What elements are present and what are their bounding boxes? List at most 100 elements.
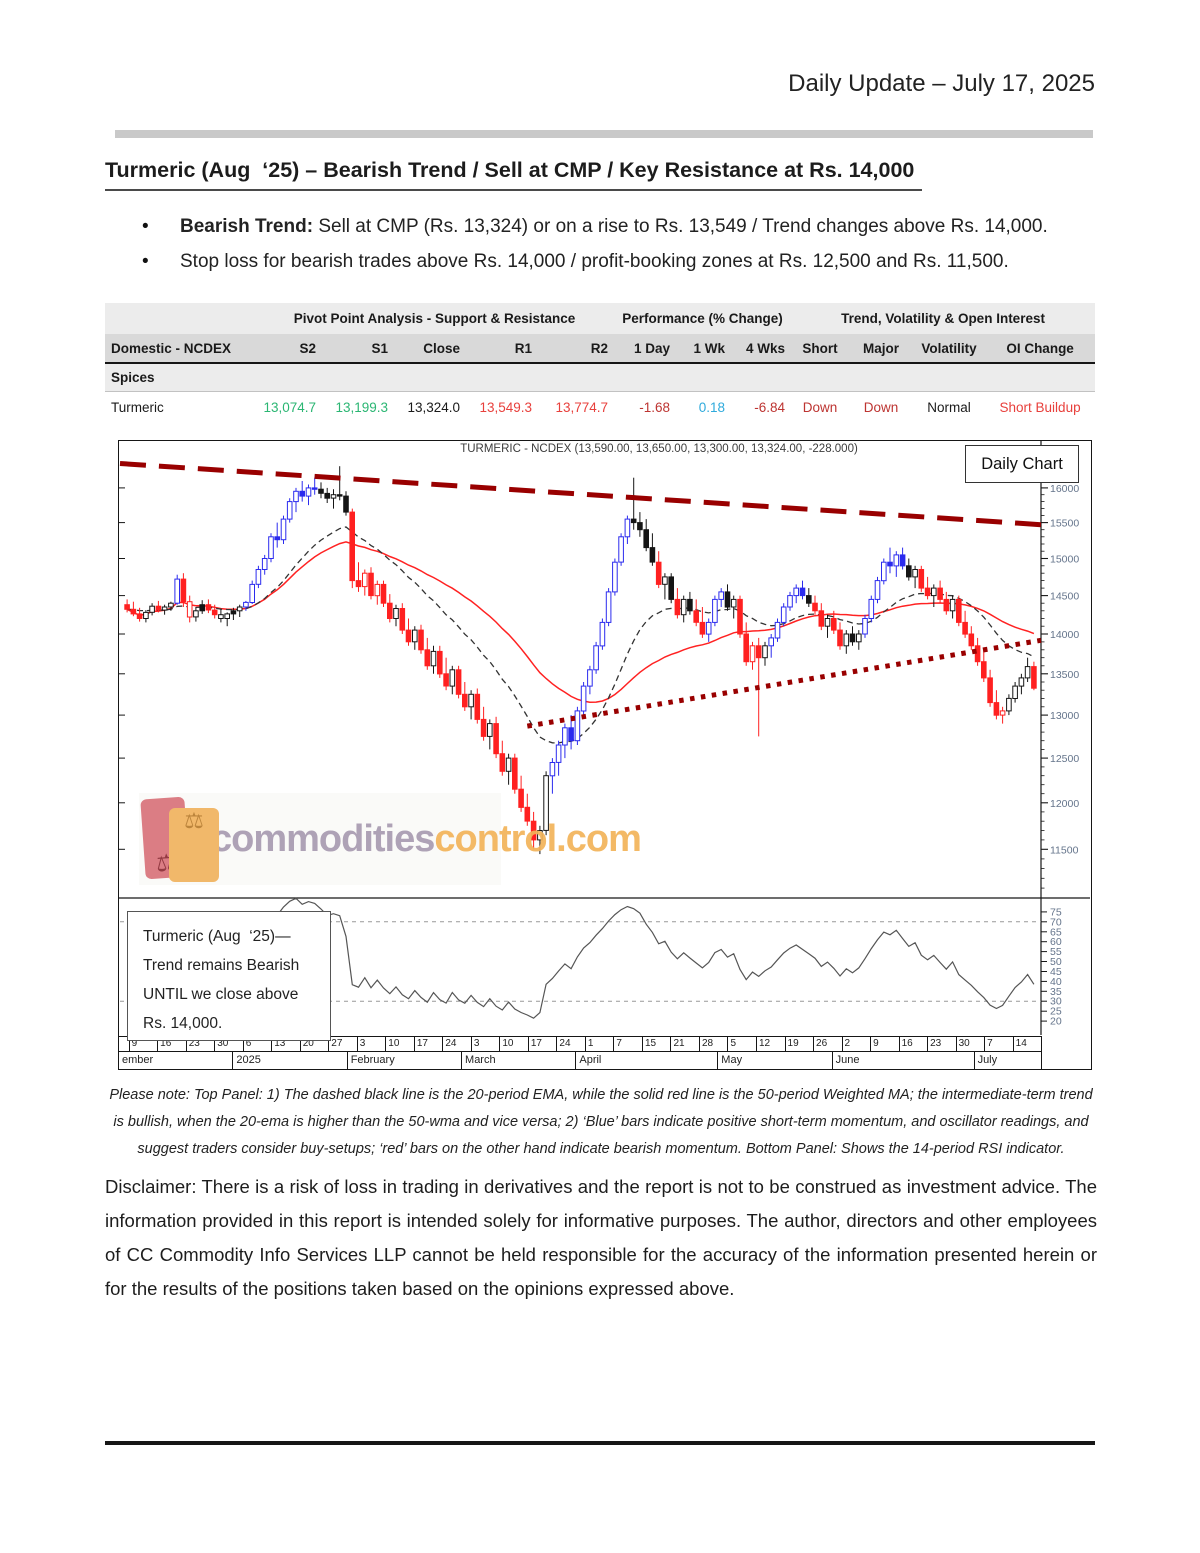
cell-4wks: -6.84: [731, 391, 792, 423]
x-axis-day-tick: 10: [385, 1037, 414, 1052]
bullet-item: Stop loss for bearish trades above Rs. 1…: [140, 251, 1100, 273]
svg-text:15500: 15500: [1050, 518, 1079, 530]
col-header-4wks: 4 Wks: [731, 334, 792, 364]
annotation-line: Trend remains Bearish: [143, 957, 300, 974]
cell-volatility: Normal: [913, 391, 986, 423]
x-axis-day-tick: 14: [1012, 1037, 1042, 1052]
svg-text:12000: 12000: [1050, 798, 1079, 810]
x-axis-strip: 9 16 23 30 6 13 20 27 3 10 17 24 3 10 17 24 1 7 15 21 28 5 12 1…: [119, 1036, 1042, 1069]
annotation-line: Turmeric (Aug ‘25)—: [143, 928, 291, 945]
svg-text:14000: 14000: [1050, 629, 1079, 641]
header-divider: [115, 130, 1093, 138]
x-axis-day-tick: 23: [185, 1037, 215, 1052]
x-axis-day-tick: 30: [955, 1037, 985, 1052]
x-axis-month-label: July: [973, 1052, 1041, 1069]
cell-major-trend: Down: [849, 391, 914, 423]
col-header-short: Short: [791, 334, 850, 364]
group-header-spacer: [105, 303, 255, 334]
svg-text:55: 55: [1050, 946, 1062, 958]
x-axis-day-tick: 3: [356, 1037, 386, 1052]
bullet-item: Bearish Trend: Sell at CMP (Rs. 13,324) …: [140, 216, 1100, 238]
x-axis-day-tick: 30: [214, 1037, 243, 1052]
cell-1wk: 0.18: [676, 391, 732, 423]
table-column-header-row: Domestic - NCDEX S2 S1 Close R1 R2 1 Day…: [105, 334, 1096, 364]
svg-text:15000: 15000: [1050, 554, 1079, 566]
svg-text:14500: 14500: [1050, 591, 1079, 603]
x-axis-day-tick: 17: [527, 1037, 557, 1052]
table-section-row: Spices: [105, 363, 1096, 392]
col-header-volatility: Volatility: [913, 334, 986, 364]
svg-text:13000: 13000: [1050, 710, 1079, 722]
bullet-lead: Bearish Trend:: [180, 216, 314, 237]
x-axis-day-tick: 10: [499, 1037, 528, 1052]
svg-text:70: 70: [1050, 916, 1062, 928]
disclaimer-text: Disclaimer: There is a risk of loss in t…: [105, 1176, 1097, 1299]
x-axis-month-label: May: [717, 1052, 831, 1069]
cell-r1: 13,549.3: [466, 391, 538, 423]
group-header-pivot: Pivot Point Analysis - Support & Resista…: [255, 303, 615, 334]
bullet-text: Stop loss for bearish trades above Rs. 1…: [180, 251, 1009, 272]
x-axis-month-label: June: [831, 1052, 974, 1069]
x-axis-day-tick: 5: [727, 1037, 756, 1052]
table-group-header-row: Pivot Point Analysis - Support & Resista…: [105, 303, 1096, 334]
chart-annotation-box: Turmeric (Aug ‘25)— Trend remains Bearis…: [127, 911, 331, 1041]
col-header-r2: R2: [538, 334, 615, 364]
x-axis-day-tick: 7: [613, 1037, 642, 1052]
col-header-oichange: OI Change: [985, 334, 1096, 364]
cell-short-trend: Down: [791, 391, 850, 423]
x-axis-month-label: 2025: [232, 1052, 346, 1069]
svg-text:40: 40: [1050, 976, 1062, 988]
x-axis-month-label: February: [346, 1052, 461, 1069]
x-axis-day-tick: 27: [328, 1037, 357, 1052]
col-header-1wk: 1 Wk: [676, 334, 732, 364]
svg-text:16000: 16000: [1050, 483, 1079, 495]
report-date-header: Daily Update – July 17, 2025: [788, 70, 1095, 97]
annotation-line: Rs. 14,000.: [143, 1015, 223, 1032]
col-header-s1: S1: [322, 334, 394, 364]
bullet-text: Sell at CMP (Rs. 13,324) or on a rise to…: [313, 216, 1048, 237]
x-axis-day-tick: 26: [813, 1037, 842, 1052]
x-axis-day-tick: 13: [271, 1037, 300, 1052]
cell-s2: 13,074.7: [255, 391, 322, 423]
x-axis-day-tick: 23: [927, 1037, 956, 1052]
x-axis-day-tick: 15: [641, 1037, 671, 1052]
svg-text:30: 30: [1050, 996, 1062, 1008]
x-axis-day-tick: 1: [584, 1037, 614, 1052]
x-axis-day-tick: 2: [841, 1037, 871, 1052]
x-axis-day-tick: 21: [670, 1037, 699, 1052]
watermark: ⚖ ⚖ commoditiescontrol.com: [139, 793, 642, 885]
section-label: Spices: [105, 363, 1096, 392]
svg-text:13500: 13500: [1050, 669, 1079, 681]
cell-name: Turmeric: [105, 391, 255, 423]
cell-r2: 13,774.7: [538, 391, 615, 423]
svg-text:65: 65: [1050, 926, 1062, 938]
svg-text:60: 60: [1050, 936, 1062, 948]
svg-text:75: 75: [1050, 906, 1062, 918]
col-header-1day: 1 Day: [614, 334, 677, 364]
x-axis-day-tick: 7: [984, 1037, 1013, 1052]
x-axis-month-label: April: [575, 1052, 717, 1069]
x-axis-day-tick: 9: [128, 1037, 158, 1052]
x-axis-month-labels: ember 2025 February March April May June July: [119, 1051, 1041, 1069]
page-title: Turmeric (Aug ‘25) – Bearish Trend / Sel…: [105, 158, 923, 191]
daily-chart-badge: Daily Chart: [965, 445, 1079, 483]
cell-oi-change: Short Buildup: [985, 391, 1096, 423]
x-axis-day-tick: 9: [870, 1037, 899, 1052]
x-axis-day-tick: 12: [756, 1037, 785, 1052]
x-axis-day-tick: 3: [470, 1037, 500, 1052]
annotation-line: UNTIL we close above: [143, 986, 299, 1003]
cell-1day: -1.68: [614, 391, 677, 423]
daily-chart: 16000 15500 15000 14500 14000 13500 13000 12500…: [118, 440, 1092, 1070]
col-header-close: Close: [394, 334, 466, 364]
col-header-s2: S2: [255, 334, 322, 364]
svg-text:11500: 11500: [1050, 844, 1079, 856]
pivot-table: Pivot Point Analysis - Support & Resista…: [105, 303, 1096, 423]
scales-icon: ⚖: [169, 808, 219, 882]
watermark-logo: ⚖ ⚖: [139, 794, 219, 884]
svg-text:50: 50: [1050, 956, 1062, 968]
cell-close: 13,324.0: [394, 391, 466, 423]
table-row: Turmeric 13,074.7 13,199.3 13,324.0 13,5…: [105, 391, 1096, 423]
watermark-text: commoditiescontrol.com: [211, 794, 642, 884]
chart-footnote: Please note: Top Panel: 1) The dashed bl…: [109, 1087, 1093, 1157]
